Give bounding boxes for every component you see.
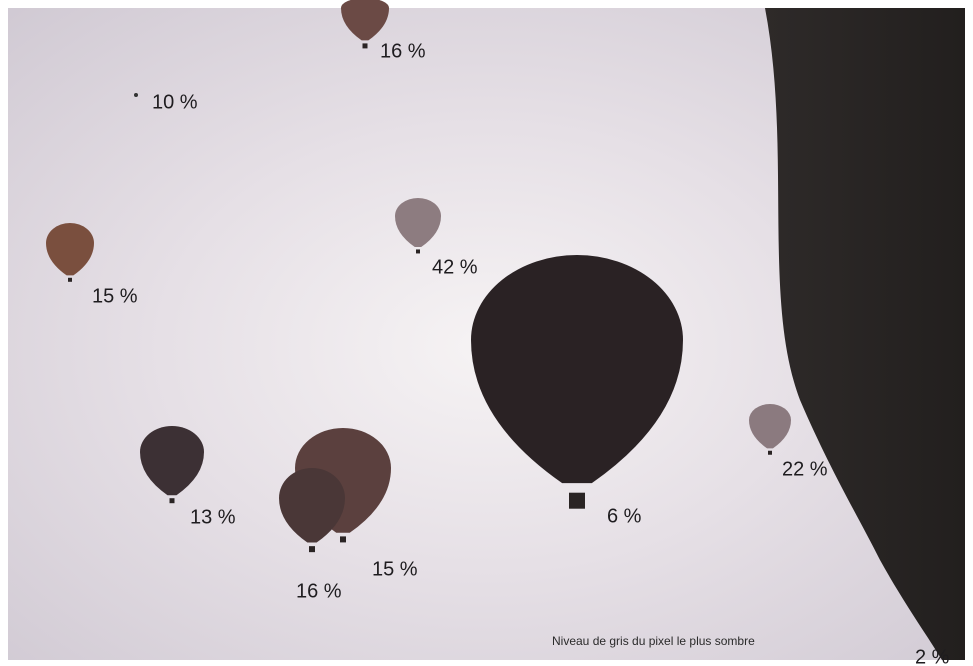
percent-label: 42 % <box>432 256 478 278</box>
basket <box>416 249 420 253</box>
percent-label: 6 % <box>607 505 642 527</box>
percent-label: 16 % <box>380 40 426 62</box>
percent-label: 2 % <box>915 646 950 666</box>
percent-label: 13 % <box>190 506 236 528</box>
speck <box>134 93 138 97</box>
basket <box>309 546 315 552</box>
basket <box>569 493 585 509</box>
basket <box>768 451 772 455</box>
percent-label: 22 % <box>782 458 828 480</box>
basket <box>68 278 72 282</box>
percent-label: 10 % <box>152 91 198 113</box>
basket <box>170 498 175 503</box>
caption: Niveau de gris du pixel le plus sombre <box>552 634 755 648</box>
percent-label: 15 % <box>372 558 418 580</box>
percent-label: 15 % <box>92 285 138 307</box>
basket <box>363 43 368 48</box>
basket <box>340 536 346 542</box>
percent-label: 16 % <box>296 580 342 602</box>
photo: Niveau de gris du pixel le plus sombre 1… <box>0 0 973 666</box>
